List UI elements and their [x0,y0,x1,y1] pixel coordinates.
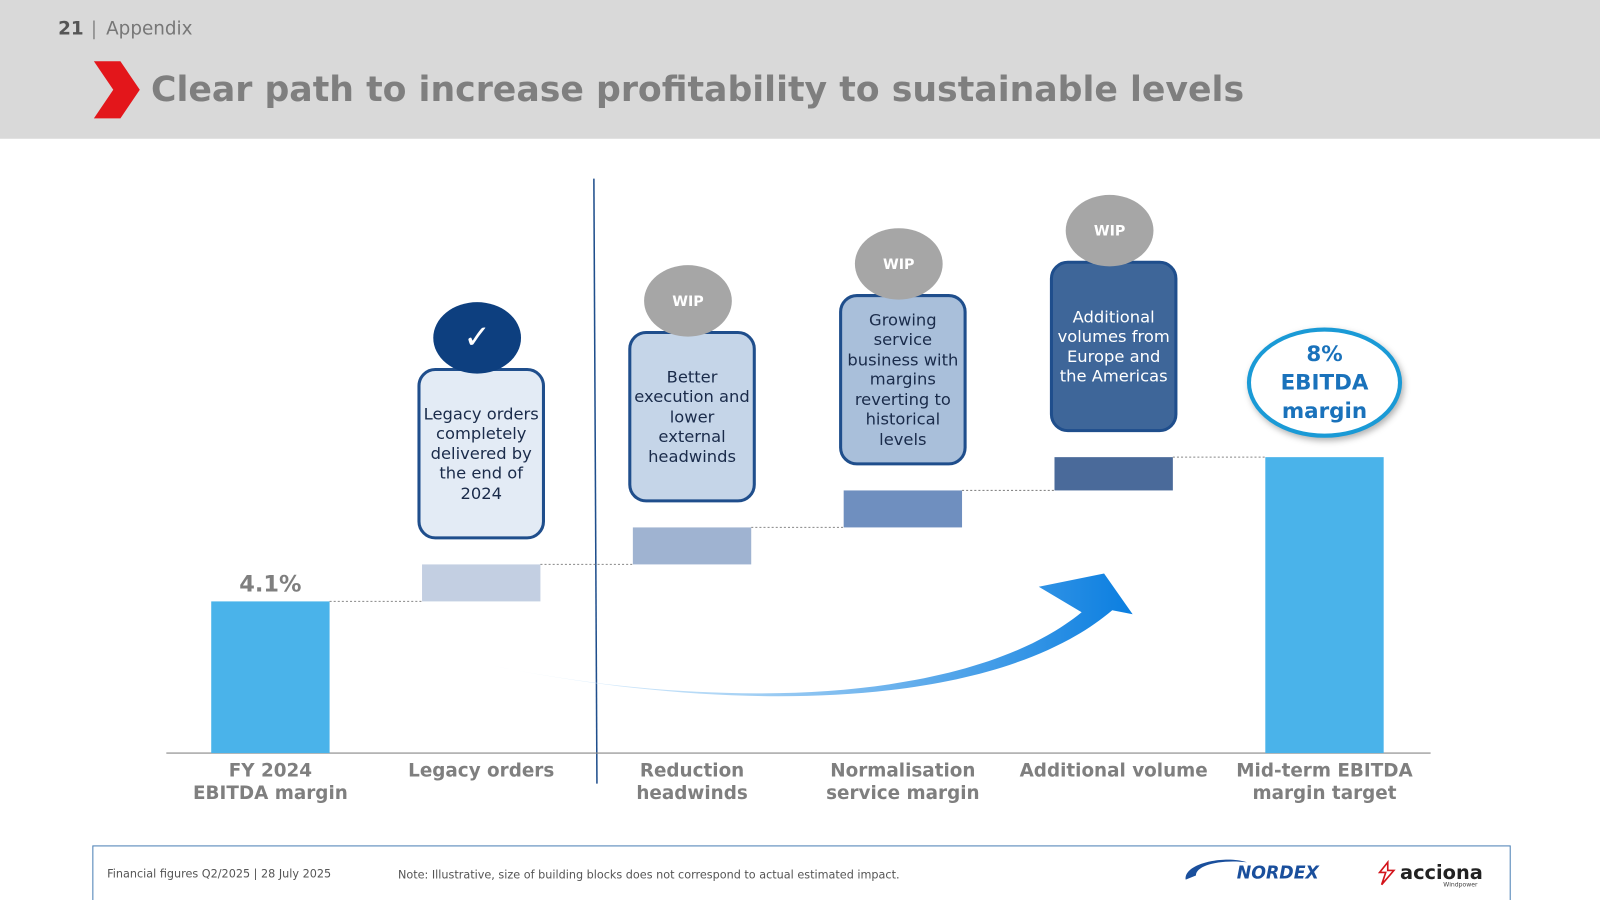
footer-frame [92,845,1511,900]
target-value: 8% [1306,342,1342,367]
category-label: Reduction headwinds [636,760,748,803]
annotation-text: Additional volumes from Europe and the A… [1057,306,1170,386]
badge [1065,194,1154,267]
badge-label: WIP [1094,224,1126,240]
category-label: Legacy orders [408,760,554,781]
annotation-text-frame: Growing service business with margins re… [847,310,959,449]
logo-acciona-sub: Windpower [1443,882,1478,889]
value-label: 4.1% [239,572,301,598]
logo-nordex: NORDEX [1237,863,1321,883]
bar [1265,457,1384,754]
category-label: FY 2024 EBITDA margin [193,760,348,803]
annotation-text: Better execution and lower external head… [634,366,750,466]
annotation-text-frame: Legacy orders completely delivered by th… [423,403,539,503]
logo-acciona: acciona [1400,861,1483,884]
badge-label: ✓ [463,318,490,356]
bar [632,527,752,565]
section: Appendix [106,19,193,40]
divider [593,178,598,784]
target-caption: EBITDA margin [1281,371,1369,425]
badge [854,228,943,300]
category-label: Mid-term EBITDA margin target [1236,760,1413,803]
annotation-text: Growing service business with margins re… [847,310,959,449]
badge-label: WIP [883,257,915,273]
annotation-text: Legacy orders completely delivered by th… [423,403,539,503]
growth-arrow [471,573,1133,697]
page-number: 21 [58,19,84,40]
chevron [93,61,140,119]
header-band [0,0,1600,139]
source: Financial figures Q2/2025 | 28 July 2025 [107,867,331,880]
annotation-text-frame: Better execution and lower external head… [634,366,750,466]
badge-label: WIP [672,294,703,310]
annotation-text-frame: Additional volumes from Europe and the A… [1057,306,1170,386]
bar [1054,457,1173,491]
category-label: Normalisation service margin [826,760,980,803]
badge [644,265,732,337]
category-label: Additional volume [1020,760,1208,781]
bar [843,490,963,528]
target-bubble [1246,327,1403,438]
nordex-swoosh [1185,859,1247,880]
badge [433,302,522,374]
bar [211,601,330,754]
separator: | [91,19,97,40]
title: Clear path to increase profitability to … [151,70,1244,110]
note: Note: Illustrative, size of building blo… [398,869,900,882]
chart: FY 2024 EBITDA margin Legacy orders Legacy … [166,194,1431,804]
acciona-mark [1377,859,1396,886]
bar [422,564,541,602]
